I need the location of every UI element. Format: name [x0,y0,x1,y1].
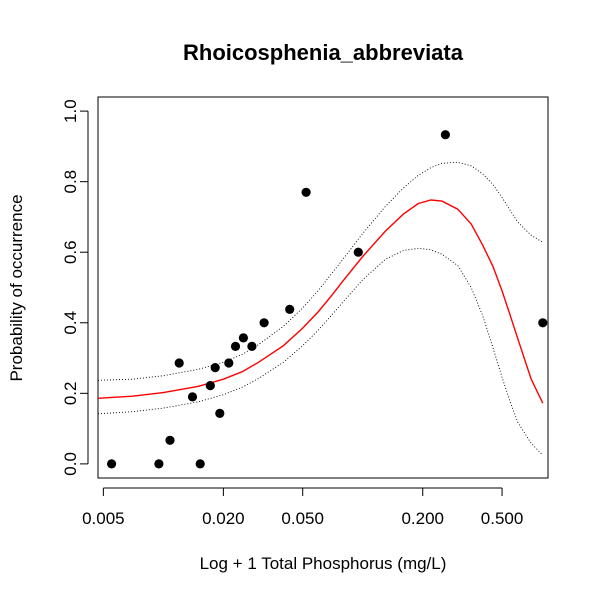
data-point [247,341,257,351]
data-point [187,392,198,402]
x-axis-label: Log + 1 Total Phosphorus (mg/L) [200,554,447,573]
x-tick-label: 0.005 [82,509,125,528]
x-tick-label: 0.500 [481,509,524,528]
plot-area-border [97,96,549,479]
data-point [440,130,450,140]
data-point [107,459,117,469]
upper-confidence-line [97,161,544,381]
data-point [224,358,234,368]
y-axis: 0.0 0.2 0.4 0.6 0.8 1.0 [61,99,89,476]
y-tick-label: 0.4 [61,311,80,335]
fitted-curve [97,199,544,404]
data-point [538,318,548,328]
data-point [259,318,269,328]
data-point [205,381,215,391]
y-tick-label: 0.8 [61,170,80,194]
data-point [238,333,248,343]
data-point [210,363,220,373]
y-tick-label: 0.2 [61,382,80,406]
data-point [215,408,225,418]
series-layer [97,130,548,469]
data-point [301,187,311,197]
data-point [165,435,175,445]
data-point [174,358,184,368]
lower-confidence-line [97,247,544,456]
data-point [353,247,363,257]
y-tick-label: 0.6 [61,240,80,264]
data-point [154,459,164,469]
data-point [285,304,295,314]
x-axis: 0.005 0.020 0.050 0.200 0.500 [82,487,524,528]
x-tick-label: 0.020 [202,509,245,528]
data-point [195,459,205,469]
data-point [230,341,241,351]
y-tick-label: 1.0 [61,99,80,123]
x-tick-label: 0.200 [401,509,444,528]
y-tick-label: 0.0 [61,452,80,476]
x-tick-label: 0.050 [281,509,324,528]
y-axis-label: Probability of occurrence [7,194,26,381]
chart-title: Rhoicosphenia_abbreviata [183,40,464,65]
